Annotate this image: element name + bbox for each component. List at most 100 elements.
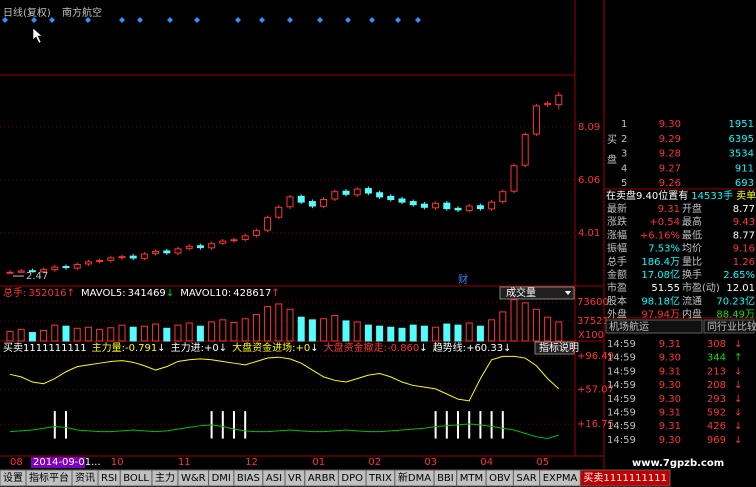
volume-bar (129, 326, 137, 342)
tab[interactable]: 主力 (151, 469, 179, 487)
tab-label[interactable]: OBV (489, 473, 510, 484)
selector-box[interactable] (499, 286, 575, 300)
candle-body (241, 235, 249, 241)
cursor-date: 2014-09-01... (33, 457, 101, 468)
volume-bar (264, 306, 272, 342)
signal-bar (53, 411, 56, 439)
tab[interactable]: BOLL (119, 469, 153, 487)
tab[interactable]: MTM (456, 469, 487, 487)
y-tick-label: 4.01 (578, 228, 600, 239)
tab-label[interactable]: 指标平台 (29, 471, 69, 484)
tab[interactable]: 新DMA (394, 469, 435, 487)
tab[interactable]: BBI (433, 469, 458, 487)
candle-body (264, 217, 272, 231)
tab-label[interactable]: VR (288, 473, 302, 484)
sector-tab-bg[interactable] (703, 319, 755, 334)
dropdown-arrow[interactable] (565, 291, 571, 295)
volume-bar (308, 319, 316, 342)
volume-bar (17, 328, 25, 342)
tab-label[interactable]: W&R (181, 473, 206, 484)
tab[interactable]: RSI (97, 469, 121, 487)
explain-label[interactable]: 指标说明 (539, 341, 579, 354)
tab[interactable]: TRIX (365, 469, 396, 487)
explain-button[interactable] (534, 341, 575, 355)
tab-label[interactable]: 买卖1111111111 (583, 472, 667, 484)
stat-value: 9.31 (658, 204, 680, 215)
tab[interactable]: DMI (208, 469, 235, 487)
candle-body (84, 261, 92, 265)
trade-arrow: ↓ (734, 408, 742, 419)
volume-bar (432, 326, 440, 342)
tab-label[interactable]: ARBR (308, 473, 336, 484)
stat-value: 97.94万 (641, 310, 680, 321)
tab-label[interactable]: 主力 (155, 471, 175, 484)
low-marker: 2.47 (26, 271, 48, 282)
stat-value: 51.55 (651, 283, 680, 294)
tab-bg[interactable] (579, 469, 671, 487)
sector-tab[interactable]: 机场航运 (609, 320, 649, 333)
signal-icon (119, 17, 125, 23)
volume-bar (40, 329, 48, 342)
tab[interactable]: OBV (485, 469, 514, 487)
volume-selector[interactable]: 成交量 (506, 286, 536, 299)
volume-bar (476, 325, 484, 342)
volume-bar (208, 321, 216, 342)
stat-value: 2.65% (723, 270, 755, 281)
trade-price: 9.30 (659, 394, 681, 405)
tab[interactable]: 买卖1111111111 (579, 469, 671, 487)
candle-body (420, 203, 428, 208)
trade-arrow: ↓ (734, 366, 742, 377)
tab[interactable]: ARBR (304, 469, 339, 487)
tab[interactable]: ASI (262, 469, 286, 487)
tab-label[interactable]: 设置 (3, 472, 23, 484)
volume-bar (286, 308, 294, 342)
signal-icon (259, 17, 265, 23)
tab[interactable]: W&R (177, 469, 210, 487)
trade-price: 9.31 (659, 366, 681, 377)
tab[interactable]: 指标平台 (25, 469, 73, 487)
volume-bar (185, 322, 193, 342)
tab-label[interactable]: BBI (437, 473, 454, 484)
tab[interactable]: DPO (337, 469, 367, 487)
signal-bar (501, 411, 504, 439)
sector-tab[interactable]: 同行业比较 (707, 320, 756, 333)
volume-bar (532, 308, 540, 342)
tab[interactable]: 设置 (0, 469, 27, 487)
tab-label[interactable]: 新DMA (398, 471, 431, 484)
sector-tab-bg[interactable] (605, 319, 703, 334)
bid-volume: 911 (735, 163, 754, 174)
volume-bar (241, 318, 249, 342)
tab-label[interactable]: ASI (266, 473, 282, 484)
tab-label[interactable]: BOLL (123, 473, 149, 484)
volume-bar (398, 327, 406, 342)
tab-label[interactable]: RSI (101, 473, 117, 484)
tab-label[interactable]: BIAS (237, 473, 260, 484)
indicator-value: -0.791 (125, 343, 157, 354)
y-tick-label: 8.09 (578, 122, 600, 133)
tab-label[interactable]: DMI (212, 473, 231, 484)
tab-label[interactable]: DPO (341, 473, 363, 484)
candle-body (185, 245, 193, 249)
tab[interactable]: BIAS (233, 469, 264, 487)
indicator-label: 大盘资金进场: (232, 341, 295, 354)
tab-label[interactable]: EXPMA (543, 473, 578, 484)
trade-price: 9.31 (659, 339, 681, 350)
trade-time: 14:59 (607, 366, 636, 377)
tab-label[interactable]: TRIX (368, 473, 392, 484)
stat-label: 最高 (682, 215, 702, 228)
trade-volume: 344 (707, 353, 726, 364)
candle-body (476, 205, 484, 210)
tab-label[interactable]: 资讯 (75, 472, 95, 484)
date-label: 05 (536, 457, 549, 468)
tab[interactable]: 资讯 (71, 469, 99, 487)
tab[interactable]: EXPMA (539, 469, 581, 487)
tab[interactable]: VR (284, 469, 306, 487)
bid-level: 1 (621, 119, 627, 130)
tab[interactable]: SAR (512, 469, 541, 487)
tab-label[interactable]: SAR (516, 473, 536, 484)
volume-bar (152, 323, 160, 342)
tab-label[interactable]: MTM (460, 473, 483, 484)
stat-label: 总手 (607, 255, 627, 268)
stat-label: 涨幅 (607, 228, 627, 241)
